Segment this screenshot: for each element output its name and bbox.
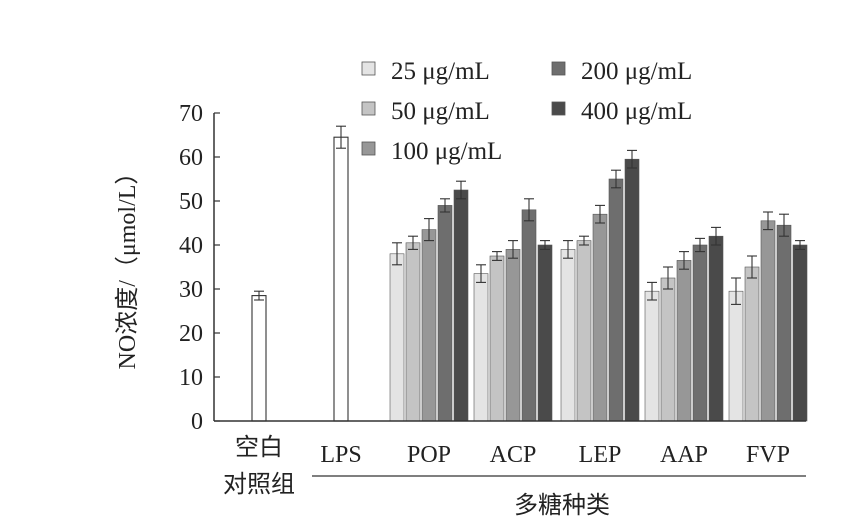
y-tick-label: 0 [191, 409, 203, 435]
x-category-label: FVP [746, 442, 790, 468]
bar-200-ugml [776, 224, 792, 422]
x-category-label-line1: 空白 [235, 434, 283, 461]
bar-50-ugml [576, 240, 592, 422]
error-bars-layer [254, 125, 805, 305]
bar-400-ugml [708, 235, 724, 422]
bar-400-ugml [792, 244, 808, 422]
bar-50-ugml [489, 255, 505, 422]
y-axis-title: NO浓度/（μmol/L） [114, 161, 141, 370]
bar-25-ugml [644, 290, 660, 422]
bar-200-ugml [521, 209, 537, 422]
bar-25-ugml [389, 253, 405, 422]
legend-swatch [551, 101, 566, 116]
x-category-label-line2: 对照组 [223, 471, 295, 498]
bar-200-ugml [692, 244, 708, 422]
legend: 25 μg/mL 50 μg/mL 100 μg/mL 200 μg/mL 400 μg… [361, 58, 692, 165]
group-label: 多糖种类 [514, 492, 610, 519]
bar-100-ugml [505, 249, 521, 422]
y-tick-label: 30 [179, 277, 203, 303]
bar-400-ugml [537, 244, 553, 422]
y-tick-label: 60 [179, 145, 203, 171]
y-tick-label: 40 [179, 233, 203, 259]
legend-label: 200 μg/mL [581, 58, 692, 85]
bar-100-ugml [421, 229, 437, 422]
bar-200-ugml [608, 178, 624, 422]
bar-50-ugml [660, 277, 676, 422]
legend-label: 400 μg/mL [581, 98, 692, 125]
bar-25-ugml [473, 273, 489, 422]
bar-50-ugml [744, 266, 760, 422]
y-tick-label: 50 [179, 189, 203, 215]
bar-100-ugml [760, 220, 776, 422]
legend-label: 100 μg/mL [391, 138, 502, 165]
bar-100-ugml [676, 260, 692, 422]
x-category-label: AAP [660, 442, 708, 468]
bar-200-ugml [437, 205, 453, 422]
legend-swatch [551, 61, 566, 76]
y-ticks-layer: 0 10 20 30 40 50 60 70 [179, 101, 220, 435]
legend-swatch [361, 101, 376, 116]
bars-layer [251, 136, 808, 422]
bar-25-ugml [728, 290, 744, 422]
y-tick-label: 20 [179, 321, 203, 347]
y-tick-label: 10 [179, 365, 203, 391]
bar-400-ugml [453, 189, 469, 422]
bar-25-ugml [560, 249, 576, 422]
y-tick-label: 70 [179, 101, 203, 127]
x-category-label: LEP [579, 442, 622, 468]
control-bar [251, 295, 267, 422]
bar-100-ugml [592, 213, 608, 422]
bar-50-ugml [405, 242, 421, 422]
bar-400-ugml [624, 158, 640, 422]
legend-label: 25 μg/mL [391, 58, 490, 85]
x-category-label: LPS [320, 442, 361, 468]
control-bar [333, 136, 349, 422]
legend-label: 50 μg/mL [391, 98, 490, 125]
x-category-label: ACP [490, 442, 537, 468]
x-category-label: POP [407, 442, 451, 468]
legend-swatch [361, 61, 376, 76]
legend-swatch [361, 141, 376, 156]
